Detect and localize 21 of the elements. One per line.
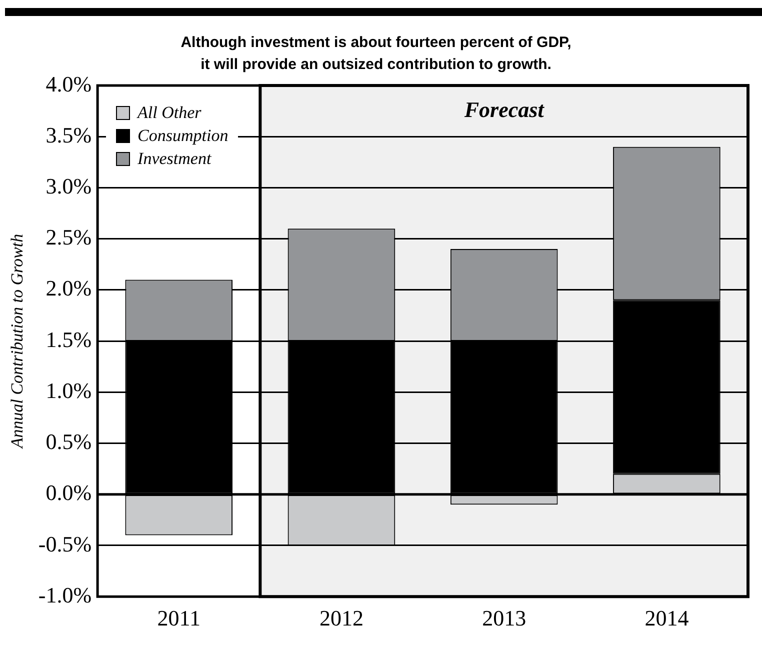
- y-tick-label: 0.5%: [46, 429, 92, 454]
- y-tick-label: -1.0%: [38, 582, 92, 608]
- x-tick-label: 2013: [482, 606, 526, 631]
- y-tick-label: 1.5%: [46, 326, 92, 352]
- chart-title: Although investment is about fourteen percent of GDP, it will provide an outsized contribution to growth.: [180, 34, 572, 73]
- y-tick-label: 4.0%: [46, 71, 92, 96]
- y-tick-label: 3.0%: [46, 174, 92, 198]
- y-tick-label: 2.5%: [46, 224, 92, 250]
- legend-label: All Other: [138, 102, 202, 122]
- legend-label: Consumption: [138, 126, 228, 146]
- band-label: Forecast: [463, 97, 545, 122]
- y-tick-label: -0.5%: [38, 531, 92, 556]
- y-tick-label: 1.0%: [46, 378, 92, 403]
- y-tick-label: 2.0%: [46, 276, 92, 301]
- y-tick-label: 0.0%: [46, 480, 92, 506]
- x-tick-label: 2012: [319, 606, 364, 631]
- x-tick-label: 2014: [644, 606, 689, 631]
- y-tick-label: 3.5%: [46, 122, 92, 148]
- legend-label: Investment: [138, 148, 212, 168]
- y-axis-title: Annual Contribution to Growth: [8, 234, 27, 450]
- x-tick-label: 2011: [157, 606, 200, 631]
